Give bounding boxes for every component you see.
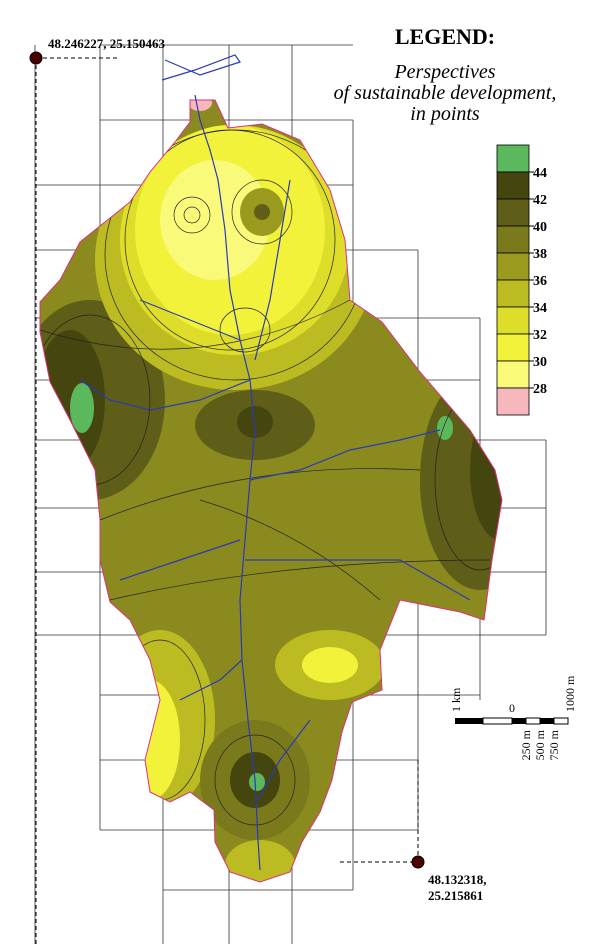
legend-swatch bbox=[497, 280, 529, 307]
legend-subtitle: of sustainable development, bbox=[334, 82, 557, 104]
corner-top-label: 48.246227, 25.150463 bbox=[48, 36, 166, 51]
legend-tick-label: 42 bbox=[533, 193, 547, 208]
legend-swatch bbox=[497, 172, 529, 199]
legend-swatch bbox=[497, 199, 529, 226]
zones bbox=[0, 0, 609, 944]
legend-subtitle: Perspectives bbox=[393, 61, 495, 83]
scale-label: 1 km bbox=[449, 687, 463, 712]
legend-tick-label: 38 bbox=[533, 247, 547, 262]
legend-swatch bbox=[497, 361, 529, 388]
scale-bar: 1 km 0 1000 m 250 m 500 m 750 m bbox=[449, 675, 577, 760]
legend-tick-label: 36 bbox=[533, 274, 547, 289]
legend-tick-label: 34 bbox=[533, 301, 547, 316]
legend-tick-label: 44 bbox=[533, 166, 547, 181]
legend-swatch bbox=[497, 334, 529, 361]
legend-swatch bbox=[497, 307, 529, 334]
corner-bottom-label: 25.215861 bbox=[428, 888, 483, 903]
scale-label: 750 m bbox=[547, 729, 561, 760]
corner-bottom-label: 48.132318, bbox=[428, 872, 487, 887]
scale-label: 500 m bbox=[533, 729, 547, 760]
legend-swatch bbox=[497, 253, 529, 280]
scale-label: 1000 m bbox=[563, 675, 577, 712]
legend-swatch bbox=[497, 145, 529, 172]
scale-label: 250 m bbox=[519, 729, 533, 760]
scale-label: 0 bbox=[509, 701, 515, 715]
legend-tick-label: 30 bbox=[533, 355, 547, 370]
legend-title: LEGEND: bbox=[395, 24, 495, 49]
legend-tick-label: 40 bbox=[533, 220, 547, 235]
map-page: 48.246227, 25.150463 48.132318, 25.21586… bbox=[0, 0, 609, 944]
legend-swatch bbox=[497, 388, 529, 415]
legend-subtitle: in points bbox=[410, 103, 480, 125]
legend-tick-label: 32 bbox=[533, 328, 547, 343]
legend-tick-label: 28 bbox=[533, 382, 547, 397]
legend-swatch bbox=[497, 226, 529, 253]
